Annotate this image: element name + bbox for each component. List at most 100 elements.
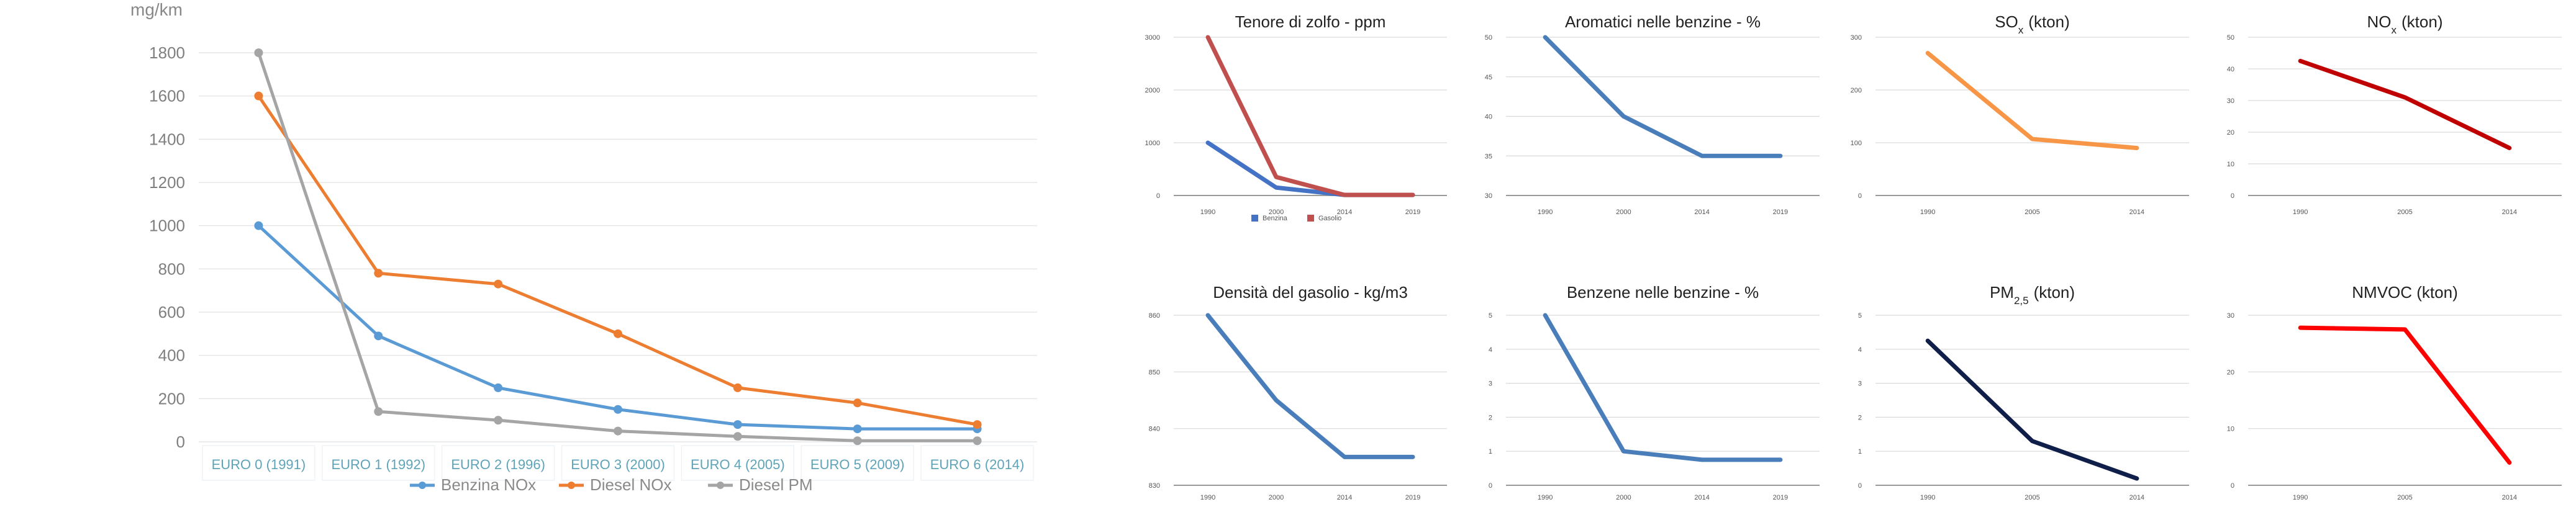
chart-title: Benzene nelle benzine - % — [1567, 283, 1759, 302]
main-series-line-diesel-pm — [257, 52, 977, 442]
y-tick-label: 0 — [2231, 192, 2234, 200]
x-tick-label: 2019 — [1405, 209, 1420, 216]
main-data-point-benzina-nox — [254, 221, 263, 230]
x-tick-label: 2014 — [2129, 209, 2144, 216]
main-x-tick-label: EURO 5 (2009) — [810, 457, 905, 472]
y-tick-label: 840 — [1149, 426, 1160, 433]
chart-title: NOx (kton) — [2367, 12, 2443, 36]
main-x-tick-label: EURO 2 (1996) — [451, 457, 545, 472]
x-tick-label: 1990 — [1538, 494, 1553, 501]
y-tick-label: 850 — [1149, 369, 1160, 376]
chart-title: NMVOC (kton) — [2352, 283, 2457, 302]
x-tick-label: 1990 — [2293, 209, 2308, 216]
main-x-tick-label: EURO 0 (1991) — [212, 457, 306, 472]
x-tick-label: 2000 — [1616, 494, 1631, 501]
y-tick-label: 830 — [1149, 482, 1160, 490]
y-tick-label: 50 — [2227, 34, 2234, 42]
main-category-box — [322, 445, 435, 481]
y-tick-label: 2000 — [1145, 87, 1160, 94]
x-tick-label: 2000 — [1616, 209, 1631, 216]
x-tick-label: 2019 — [1405, 494, 1420, 501]
y-tick-label: 40 — [1485, 114, 1492, 121]
x-tick-label: 2000 — [1269, 494, 1284, 501]
x-tick-label: 2019 — [1773, 494, 1788, 501]
chart-aromatici-nelle-benzine: Aromatici nelle benzine - % 30 35 40 45 50 199… — [1485, 12, 1820, 216]
series-line — [1543, 313, 1783, 462]
main-legend-marker — [717, 482, 724, 489]
main-data-point-diesel-pm — [853, 436, 862, 446]
series-line — [1543, 35, 1783, 158]
chart-pm2-5-kton: PM2,5 (kton) 0 1 2 3 4 5 1990 2005 2014 — [1858, 283, 2189, 501]
main-y-tick-label: 200 — [158, 389, 185, 408]
series-line — [1925, 51, 2139, 150]
y-tick-label: 0 — [1156, 192, 1160, 200]
main-category-box — [920, 445, 1034, 481]
y-tick-label: 20 — [2227, 129, 2234, 137]
main-data-point-benzina-nox — [853, 424, 862, 434]
x-tick-label: 1990 — [1200, 209, 1215, 216]
main-legend-label: Diesel NOx — [590, 475, 671, 494]
main-y-tick-label: 0 — [176, 433, 185, 451]
chart-benzene-nelle-benzine: Benzene nelle benzine - % 0 1 2 3 4 5 1990 2000 2… — [1489, 283, 1820, 501]
main-legend-label: Benzina NOx — [441, 475, 536, 494]
legend-swatch — [1251, 215, 1258, 222]
main-data-point-diesel-nox — [733, 383, 742, 392]
chart-densit-del-gasolio-kg-m3: Densità del gasolio - kg/m3 830 840 850 860 1… — [1149, 283, 1447, 501]
chart-title: Densità del gasolio - kg/m3 — [1213, 283, 1408, 302]
chart-title: SOx (kton) — [1995, 12, 2070, 36]
series-line-gasolio — [1205, 35, 1415, 197]
main-data-point-diesel-nox — [374, 269, 383, 278]
main-x-tick-label: EURO 1 (1992) — [331, 457, 425, 472]
y-tick-label: 10 — [2227, 426, 2234, 433]
main-data-point-diesel-pm — [494, 416, 503, 425]
main-legend-marker — [419, 482, 426, 489]
series-line — [1925, 338, 2139, 481]
y-tick-label: 10 — [2227, 161, 2234, 168]
main-data-point-diesel-nox — [494, 279, 503, 289]
main-y-tick-label: 1400 — [149, 130, 185, 148]
y-tick-label: 4 — [1858, 346, 1862, 354]
x-tick-label: 1990 — [1920, 209, 1935, 216]
series-line — [1205, 313, 1415, 459]
y-tick-label: 30 — [1485, 192, 1492, 200]
y-tick-label: 1 — [1489, 448, 1492, 455]
x-tick-label: 2005 — [2025, 209, 2039, 216]
x-tick-label: 2014 — [2502, 209, 2517, 216]
main-data-point-diesel-nox — [614, 329, 622, 338]
y-tick-label: 1 — [1858, 448, 1862, 455]
main-data-point-diesel-pm — [374, 407, 383, 416]
chart-sox-kton: SOx (kton) 0 100 200 300 1990 2005 2014 — [1851, 12, 2189, 216]
main-y-tick-label: 600 — [158, 303, 185, 321]
y-tick-label: 0 — [2231, 482, 2234, 490]
main-data-point-benzina-nox — [374, 331, 383, 341]
chart-title: PM2,5 (kton) — [1990, 283, 2075, 307]
y-tick-label: 0 — [1858, 482, 1862, 490]
chart-title: Tenore di zolfo - ppm — [1235, 12, 1386, 31]
x-tick-label: 2005 — [2025, 494, 2039, 501]
main-data-point-diesel-nox — [853, 398, 862, 408]
main-category-box — [800, 445, 914, 481]
main-legend-marker — [568, 482, 575, 489]
y-tick-label: 45 — [1485, 74, 1492, 81]
x-tick-label: 1990 — [1920, 494, 1935, 501]
y-tick-label: 5 — [1858, 312, 1862, 320]
main-data-point-diesel-pm — [733, 432, 742, 441]
main-x-tick-label: EURO 6 (2014) — [930, 457, 1025, 472]
chart-title: Aromatici nelle benzine - % — [1565, 12, 1761, 31]
main-x-tick-label: EURO 4 (2005) — [691, 457, 785, 472]
main-data-point-diesel-nox — [254, 91, 263, 101]
chart-tenore-di-zolfo-ppm: Tenore di zolfo - ppm 0 1000 2000 3000 1990 20… — [1145, 12, 1447, 222]
y-tick-label: 860 — [1149, 312, 1160, 320]
x-tick-label: 2005 — [2397, 494, 2412, 501]
main-data-point-diesel-pm — [254, 48, 263, 57]
main-y-tick-label: 800 — [158, 259, 185, 278]
x-tick-label: 2014 — [1694, 494, 1709, 501]
series-line — [2298, 325, 2512, 465]
y-tick-label: 50 — [1485, 34, 1492, 42]
x-tick-label: 2014 — [2129, 494, 2144, 501]
main-x-tick-label: EURO 3 (2000) — [571, 457, 665, 472]
y-tick-label: 3000 — [1145, 34, 1160, 42]
main-data-point-benzina-nox — [733, 420, 742, 429]
chart-nox-kton: NOx (kton) 0 10 20 30 40 50 1990 2005 2014 — [2227, 12, 2562, 216]
x-tick-label: 2005 — [2397, 209, 2412, 216]
